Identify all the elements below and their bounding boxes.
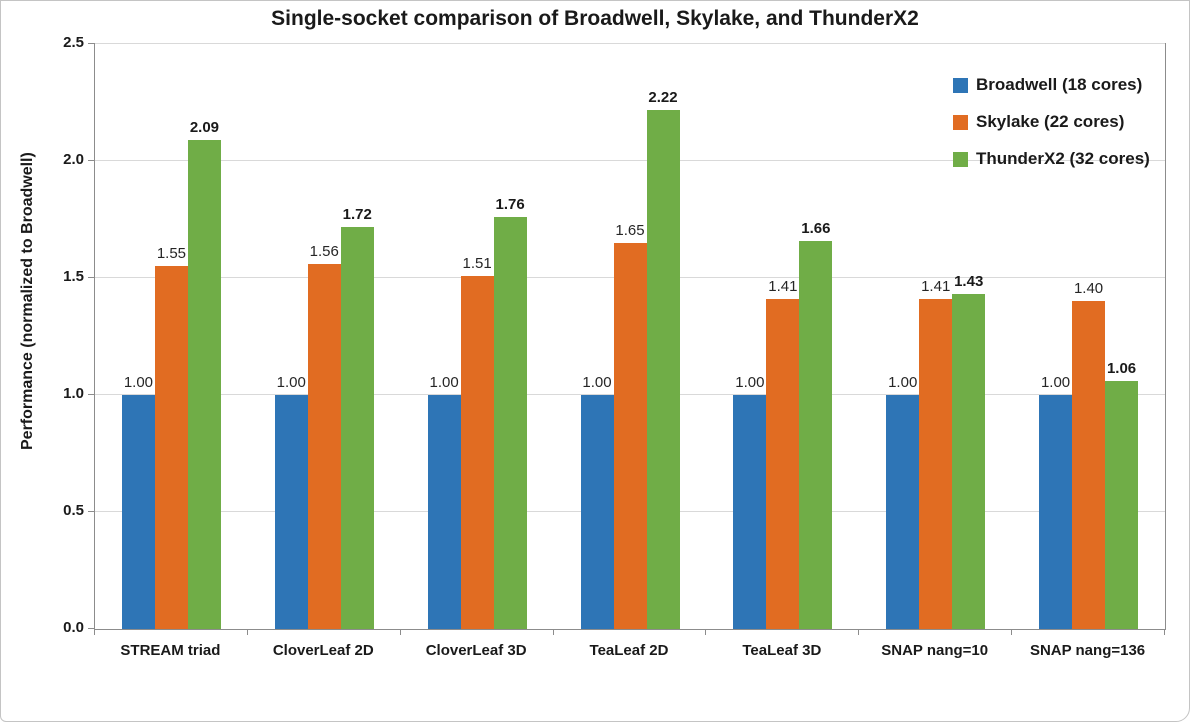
bar-broadwell-tealeaf-3d — [733, 395, 767, 629]
bar-skylake-snap-nang-10 — [919, 299, 953, 629]
y-axis-tick-label: 1.0 — [63, 385, 84, 402]
legend-label: ThunderX2 (32 cores) — [976, 149, 1150, 168]
bar-value-label: 1.00 — [276, 374, 306, 391]
y-axis-title: Performance (normalized to Broadwell) — [19, 152, 36, 450]
bar-skylake-cloverleaf-2d — [307, 263, 341, 629]
x-axis-tick-mark — [858, 629, 860, 635]
bar-value-label: 1.41 — [921, 278, 951, 296]
bar-value-label: 1.51 — [462, 254, 492, 272]
x-axis-tick-mark — [1164, 629, 1165, 635]
bar-broadwell-cloverleaf-2d — [274, 395, 308, 629]
x-axis-category-label: SNAP nang=136 — [1029, 642, 1146, 659]
x-axis-tick-mark — [705, 629, 707, 635]
bar-thunderx2-tealeaf-3d — [799, 240, 833, 629]
legend-label: Skylake (22 cores) — [976, 112, 1125, 131]
bar-broadwell-cloverleaf-3d — [427, 395, 461, 629]
bar-value-label: 2.22 — [648, 88, 678, 106]
bar-skylake-tealeaf-3d — [766, 299, 800, 629]
legend-item: ThunderX2 (32 cores) — [953, 149, 1150, 169]
x-axis-category-label: CloverLeaf 2D — [272, 642, 374, 659]
bar-value-label: 1.00 — [582, 374, 612, 391]
x-axis-tick-mark — [552, 629, 554, 635]
bar-thunderx2-snap-nang-136 — [1105, 380, 1139, 629]
x-axis-tick-mark — [94, 629, 95, 635]
bar-value-label: 1.41 — [768, 278, 798, 296]
bar-thunderx2-snap-nang-10 — [952, 294, 986, 629]
x-axis-tick-mark — [246, 629, 248, 635]
y-axis-tick-mark — [88, 511, 94, 512]
bar-value-label: 1.65 — [615, 221, 645, 239]
bar-value-label: 1.00 — [429, 374, 459, 391]
bar-skylake-cloverleaf-3d — [460, 275, 494, 629]
x-axis-category-label: CloverLeaf 3D — [425, 642, 527, 659]
bar-value-label: 2.09 — [189, 118, 220, 136]
bar-value-label: 1.00 — [888, 374, 918, 391]
bar-broadwell-snap-nang-10 — [886, 395, 920, 629]
bar-value-label: 1.72 — [342, 205, 372, 223]
bar-value-label: 1.06 — [1106, 359, 1137, 377]
bar-value-label: 1.00 — [735, 374, 765, 391]
bar-thunderx2-stream-triad — [187, 139, 221, 629]
bar-value-label: 1.00 — [1040, 374, 1071, 391]
y-axis-tick-mark — [88, 394, 94, 395]
legend-label: Broadwell (18 cores) — [976, 75, 1143, 94]
y-axis-tick-label: 1.5 — [63, 268, 84, 285]
x-axis-category-label: TeaLeaf 2D — [589, 642, 669, 659]
bar-value-label: 1.76 — [495, 196, 525, 214]
y-axis-tick-mark — [88, 277, 94, 278]
x-axis-category-label: STREAM triad — [120, 642, 221, 659]
legend: Broadwell (18 cores) Skylake (22 cores) Th… — [953, 75, 1150, 169]
x-axis-category-label: SNAP nang=10 — [881, 642, 989, 659]
bar-value-label: 1.66 — [801, 219, 831, 237]
bar-thunderx2-cloverleaf-3d — [493, 217, 527, 629]
bar-broadwell-snap-nang-136 — [1039, 395, 1073, 629]
gridline — [95, 160, 1165, 161]
bar-broadwell-stream-triad — [121, 395, 155, 629]
bar-value-label: 1.00 — [123, 374, 154, 391]
y-axis-tick-label: 0.5 — [63, 502, 84, 519]
y-axis-tick-mark — [88, 43, 94, 44]
bar-skylake-snap-nang-136 — [1072, 301, 1106, 629]
bar-skylake-tealeaf-2d — [613, 242, 647, 629]
y-axis-tick-label: 2.5 — [63, 34, 84, 51]
chart-title: Single-socket comparison of Broadwell, S… — [271, 7, 919, 30]
bar-value-label: 1.40 — [1073, 280, 1104, 298]
legend-item: Broadwell (18 cores) — [953, 75, 1150, 95]
bar-thunderx2-cloverleaf-2d — [340, 226, 374, 629]
y-axis-tick-mark — [88, 628, 94, 629]
x-axis-category-label: TeaLeaf 3D — [742, 642, 822, 659]
legend-swatch-thunderx2 — [953, 151, 968, 167]
bar-value-label: 1.43 — [954, 273, 984, 291]
y-axis-tick-label: 0.0 — [63, 619, 84, 636]
x-axis-tick-mark — [399, 629, 401, 635]
y-axis-tick-mark — [88, 160, 94, 161]
bar-thunderx2-tealeaf-2d — [646, 109, 680, 629]
bar-skylake-stream-triad — [154, 266, 188, 629]
y-axis-tick-label: 2.0 — [63, 151, 84, 168]
bar-broadwell-tealeaf-2d — [580, 395, 614, 629]
legend-item: Skylake (22 cores) — [953, 112, 1150, 132]
x-axis-tick-mark — [1011, 629, 1013, 635]
bar-value-label: 1.56 — [309, 242, 339, 260]
legend-swatch-skylake — [953, 114, 968, 130]
gridline — [95, 43, 1165, 44]
bar-value-label: 1.55 — [156, 245, 187, 263]
legend-swatch-broadwell — [953, 77, 968, 93]
plot-area: 1.00 1.00 1.00 1.00 1.00 1.00 1.00 1.55 1.56 1.51… — [94, 43, 1166, 630]
